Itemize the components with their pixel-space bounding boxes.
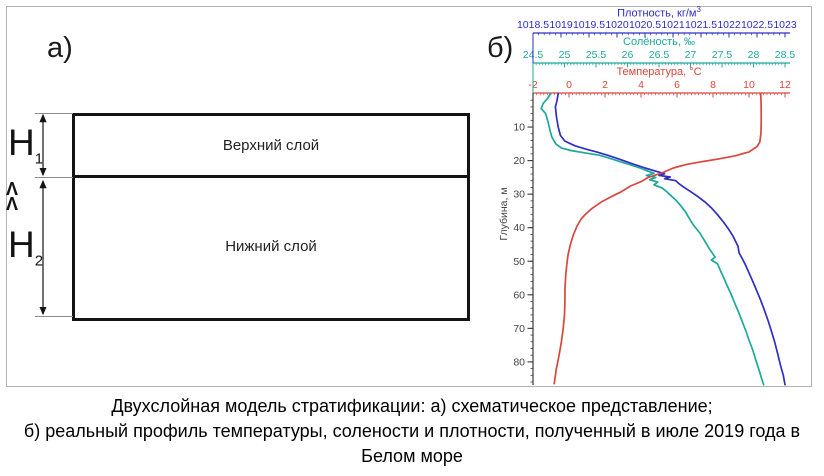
svg-text:27: 27 (685, 49, 697, 61)
svg-text:1020.5: 1020.5 (629, 19, 661, 31)
extension-line-top (35, 113, 73, 114)
panel-b-label: б) (487, 32, 514, 64)
h2-label: H2 (8, 226, 43, 268)
layer-interface-line (72, 175, 470, 178)
svg-text:26.5: 26.5 (649, 49, 670, 61)
much-less-caret-top: Λ (6, 179, 19, 199)
svg-text:40: 40 (513, 222, 525, 234)
two-layer-box (72, 113, 470, 321)
svg-text:1022.5: 1022.5 (741, 19, 773, 31)
svg-text:1023: 1023 (773, 19, 797, 31)
h1-base: H (8, 122, 35, 163)
svg-text:10: 10 (743, 79, 755, 91)
svg-text:6: 6 (674, 79, 680, 91)
extension-line-bottom (35, 316, 73, 317)
lower-layer-label: Нижний слой (225, 238, 317, 255)
svg-text:0: 0 (566, 79, 572, 91)
h1-subscript: 1 (34, 150, 44, 168)
svg-text:1018.5: 1018.5 (517, 19, 549, 31)
salinity-axis-title: Солёность, ‰ (623, 36, 695, 48)
svg-text:30: 30 (513, 189, 525, 201)
svg-text:28: 28 (748, 49, 760, 61)
extension-line-middle (35, 177, 73, 178)
figure-caption: Двухслойная модель стратификации: а) схе… (0, 394, 824, 469)
upper-layer-label: Верхний слой (222, 137, 320, 154)
svg-text:12: 12 (779, 79, 791, 91)
svg-text:60: 60 (513, 289, 525, 301)
svg-text:50: 50 (513, 256, 525, 268)
much-less-caret-bottom: Λ (6, 194, 19, 214)
profile-curves-and-axes: 1018.5 1019 1019.5 1020 1020.5 1021 1021.5 1022… (513, 19, 797, 386)
svg-text:27.5: 27.5 (712, 49, 733, 61)
svg-text:25: 25 (559, 49, 571, 61)
svg-text:80: 80 (513, 356, 525, 368)
h2-subscript: 2 (34, 252, 44, 270)
temperature-axis-title: Температура, °C (616, 66, 702, 78)
panel-a-label: а) (47, 32, 73, 64)
svg-text:1022: 1022 (717, 19, 741, 31)
svg-text:20: 20 (513, 155, 525, 167)
svg-text:1021: 1021 (661, 19, 685, 31)
svg-text:1021.5: 1021.5 (685, 19, 717, 31)
svg-text:2: 2 (602, 79, 608, 91)
svg-text:1019: 1019 (549, 19, 573, 31)
svg-text:70: 70 (513, 323, 525, 335)
caption-line-3: Белом море (361, 446, 463, 466)
h1-label: H1 (8, 124, 43, 166)
svg-text:1020: 1020 (605, 19, 629, 31)
svg-text:28.5: 28.5 (775, 49, 796, 61)
svg-text:4: 4 (638, 79, 644, 91)
svg-text:26: 26 (622, 49, 634, 61)
caption-line-1: Двухслойная модель стратификации: а) схе… (111, 396, 713, 416)
density-axis-title: Плотность, кг/м3 (617, 5, 701, 20)
svg-text:10: 10 (513, 122, 525, 134)
h2-base: H (8, 224, 35, 265)
svg-text:25.5: 25.5 (586, 49, 607, 61)
svg-text:8: 8 (710, 79, 716, 91)
caption-line-2: б) реальный профиль температуры, соленос… (23, 421, 801, 441)
svg-text:1019.5: 1019.5 (573, 19, 605, 31)
